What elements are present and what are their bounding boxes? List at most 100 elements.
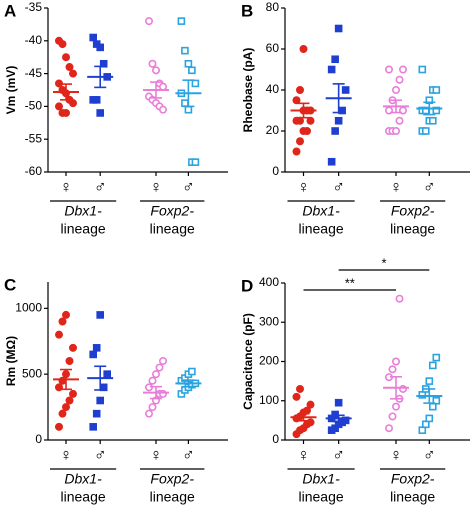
data-point xyxy=(96,109,104,117)
data-point xyxy=(331,55,339,64)
data-point xyxy=(89,423,97,431)
data-point xyxy=(292,392,301,401)
y-axis-label: Vm (mV) xyxy=(4,66,18,115)
data-point xyxy=(395,294,404,303)
data-point xyxy=(61,403,70,412)
group-lineage: lineage xyxy=(61,221,106,237)
data-point xyxy=(398,384,407,393)
group-lineage: lineage xyxy=(61,489,106,505)
panel-label: A xyxy=(4,1,16,20)
x-tick-label: ♀ xyxy=(150,445,163,464)
data-point xyxy=(92,409,101,418)
data-point xyxy=(89,350,97,359)
data-point xyxy=(295,137,304,146)
data-point xyxy=(295,384,304,393)
x-tick-label: ♀ xyxy=(60,177,73,196)
data-point xyxy=(302,127,311,136)
data-point xyxy=(425,414,434,423)
data-point xyxy=(65,63,74,72)
significance-label: * xyxy=(381,255,386,270)
y-tick-label: 0 xyxy=(272,432,279,446)
data-point xyxy=(306,116,315,125)
data-point xyxy=(89,33,97,42)
data-point xyxy=(292,96,301,105)
data-point xyxy=(295,116,304,125)
group-gene: Dbx1- xyxy=(64,203,102,219)
data-point xyxy=(395,116,404,125)
data-point xyxy=(148,403,157,412)
y-tick-label: 60 xyxy=(266,41,280,55)
data-point xyxy=(191,158,200,166)
data-point xyxy=(148,376,157,385)
data-point xyxy=(391,127,400,136)
y-tick-label: 40 xyxy=(266,82,280,96)
x-tick-label: ♀ xyxy=(297,445,310,464)
data-point xyxy=(398,65,407,74)
data-point xyxy=(69,389,78,398)
data-point xyxy=(92,96,101,104)
data-point xyxy=(58,40,67,49)
y-tick-label: 300 xyxy=(259,314,279,328)
data-point xyxy=(334,116,343,125)
data-point xyxy=(159,356,168,365)
data-point xyxy=(292,147,301,156)
data-point xyxy=(96,396,104,405)
data-point xyxy=(341,416,350,425)
x-tick-label: ♂ xyxy=(182,445,195,464)
panel: C Rm (MΩ) 0 500 1000 ♀ ♂ ♀ ♂ Dbx1- lineage Foxp2- li… xyxy=(4,275,228,505)
data-point xyxy=(432,353,441,362)
y-tick-label: 200 xyxy=(259,354,279,368)
y-tick-label: -35 xyxy=(25,0,43,14)
data-point xyxy=(58,409,67,418)
data-point xyxy=(306,400,315,409)
data-point xyxy=(391,402,400,411)
x-tick-label: ♀ xyxy=(297,177,310,196)
data-point xyxy=(428,116,437,125)
group-lineage: lineage xyxy=(298,489,343,505)
x-tick-label: ♂ xyxy=(94,177,107,196)
y-tick-label: 20 xyxy=(266,123,280,137)
data-point xyxy=(388,412,397,421)
data-point xyxy=(69,69,78,78)
y-axis-label: Capacitance (pF) xyxy=(241,313,255,410)
group-gene: Dbx1- xyxy=(302,471,340,487)
data-point xyxy=(61,310,70,319)
data-point xyxy=(152,370,161,379)
data-point xyxy=(327,65,336,74)
data-point xyxy=(432,396,441,405)
data-point xyxy=(65,356,74,365)
data-point xyxy=(152,66,161,75)
x-tick-label: ♂ xyxy=(182,177,195,196)
y-tick-label: -45 xyxy=(25,66,43,80)
data-point xyxy=(61,53,70,62)
data-point xyxy=(188,367,196,376)
data-point xyxy=(181,99,189,107)
y-axis-label: Rheobase (pA) xyxy=(241,48,255,133)
x-tick-label: ♀ xyxy=(390,445,403,464)
y-tick-label: 400 xyxy=(259,275,279,289)
data-point xyxy=(181,46,189,55)
panel-label: C xyxy=(4,275,16,294)
group-gene: Foxp2- xyxy=(150,471,194,487)
data-point xyxy=(155,363,164,372)
data-point xyxy=(388,365,397,374)
group-lineage: lineage xyxy=(150,489,195,505)
data-point xyxy=(54,422,63,431)
data-point xyxy=(327,157,336,166)
data-point xyxy=(148,59,157,68)
data-point xyxy=(418,65,427,74)
group-gene: Dbx1- xyxy=(64,471,102,487)
x-tick-label: ♀ xyxy=(390,177,403,196)
panel: B Rheobase (pA) 0 20 40 60 80 ♀ ♂ ♀ ♂ Dbx1- lineage F… xyxy=(241,0,470,237)
group-gene: Foxp2- xyxy=(150,203,194,219)
data-point xyxy=(391,86,400,95)
data-point xyxy=(54,330,63,339)
data-point xyxy=(54,102,63,111)
data-point xyxy=(341,86,350,94)
group-gene: Foxp2- xyxy=(391,471,435,487)
x-tick-label: ♂ xyxy=(423,177,436,196)
data-point xyxy=(334,398,343,407)
data-point xyxy=(421,127,430,135)
data-point xyxy=(395,75,404,84)
